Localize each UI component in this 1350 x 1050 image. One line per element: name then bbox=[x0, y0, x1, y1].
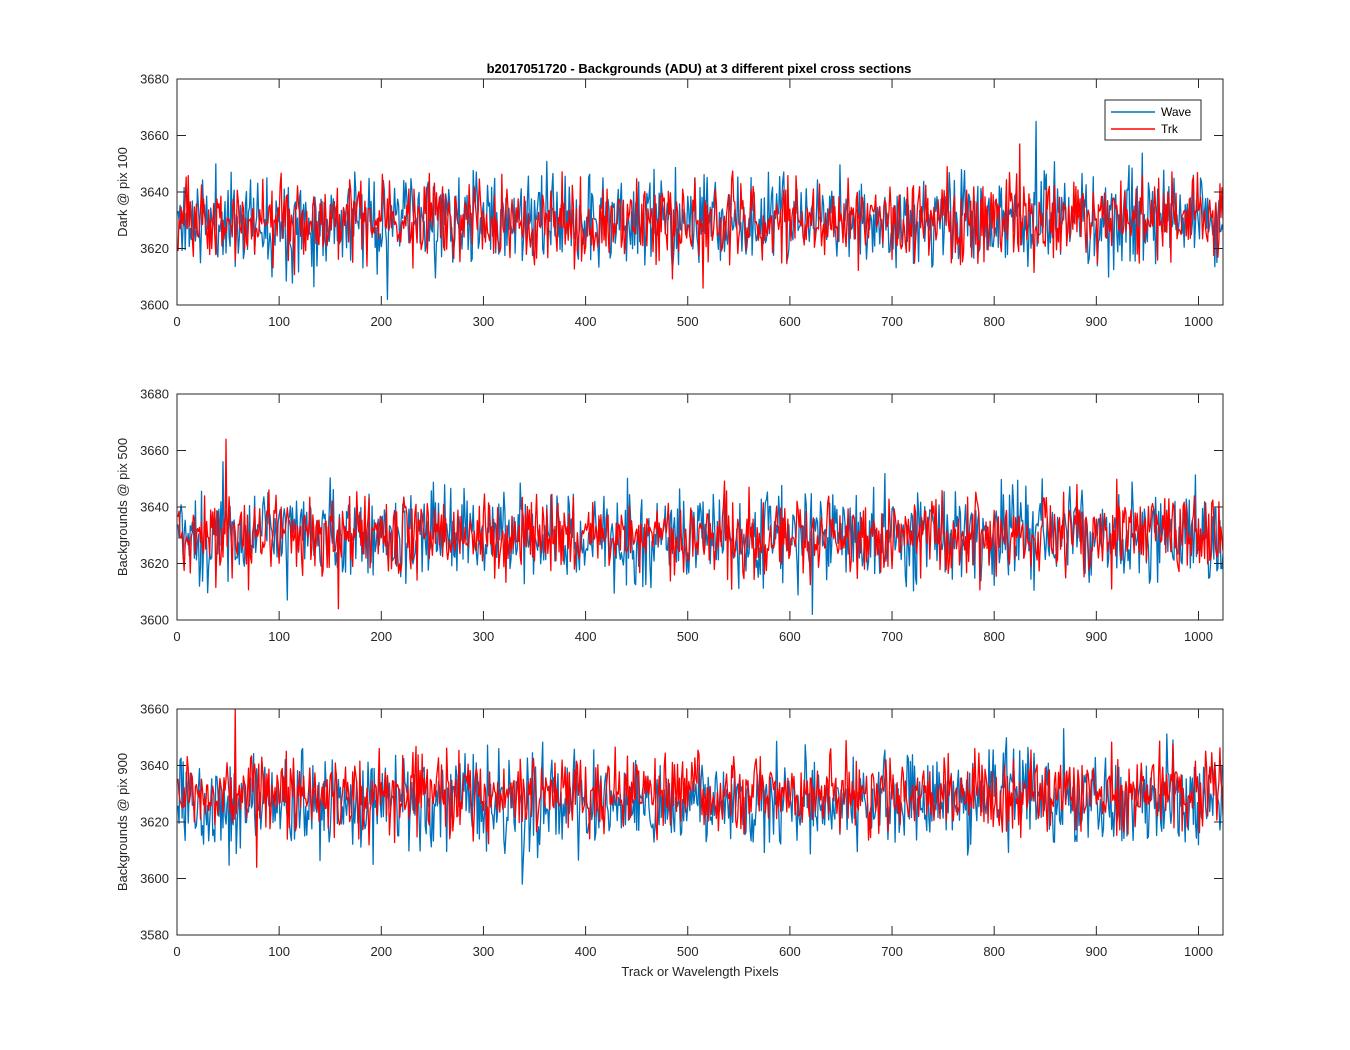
y-tick-label: 3620 bbox=[140, 815, 169, 830]
series-line-trk bbox=[177, 143, 1223, 289]
x-tick-label: 600 bbox=[779, 944, 801, 959]
series-line-trk bbox=[177, 438, 1223, 610]
x-tick-label: 100 bbox=[268, 629, 290, 644]
x-tick-label: 100 bbox=[268, 314, 290, 329]
y-tick-label: 3680 bbox=[140, 387, 169, 402]
legend-label-trk: Trk bbox=[1161, 122, 1179, 136]
x-tick-label: 900 bbox=[1085, 629, 1107, 644]
y-tick-label: 3640 bbox=[140, 185, 169, 200]
x-tick-label: 300 bbox=[473, 629, 495, 644]
x-tick-label: 400 bbox=[575, 944, 597, 959]
x-tick-label: 0 bbox=[173, 314, 180, 329]
subplot-dark-pix-100: 0 100 200 300 400 500 600 700 800 900 1000 3600 3620… bbox=[115, 72, 1224, 329]
x-tick-label: 800 bbox=[983, 629, 1005, 644]
x-tick-label: 1000 bbox=[1184, 314, 1213, 329]
y-tick-label: 3660 bbox=[140, 702, 169, 717]
y-tick-label: 3680 bbox=[140, 72, 169, 87]
x-tick-label: 1000 bbox=[1184, 629, 1213, 644]
y-axis-label: Backgrounds @ pix 500 bbox=[115, 438, 130, 576]
y-tick-label: 3640 bbox=[140, 758, 169, 773]
figure-title: b2017051720 - Backgrounds (ADU) at 3 dif… bbox=[487, 61, 912, 76]
x-tick-label: 500 bbox=[677, 314, 699, 329]
x-tick-label: 0 bbox=[173, 944, 180, 959]
x-tick-label: 700 bbox=[881, 314, 903, 329]
x-tick-label: 500 bbox=[677, 944, 699, 959]
series-line-wave bbox=[177, 728, 1223, 885]
x-axis-label: Track or Wavelength Pixels bbox=[621, 964, 779, 979]
x-tick-label: 100 bbox=[268, 944, 290, 959]
x-tick-label: 200 bbox=[370, 944, 392, 959]
y-axis-label: Backgrounds @ pix 900 bbox=[115, 753, 130, 891]
y-tick-label: 3640 bbox=[140, 500, 169, 515]
x-tick-label: 300 bbox=[473, 314, 495, 329]
x-tick-label: 600 bbox=[779, 629, 801, 644]
subplot-backgrounds-pix-900: 0 100 200 300 400 500 600 700 800 900 1000 3580 3600… bbox=[115, 702, 1224, 979]
legend: Wave Trk bbox=[1104, 99, 1202, 141]
x-tick-label: 900 bbox=[1085, 314, 1107, 329]
subplot-backgrounds-pix-500: 0 100 200 300 400 500 600 700 800 900 1000 3600 3620… bbox=[115, 387, 1224, 644]
y-tick-label: 3600 bbox=[140, 871, 169, 886]
x-tick-label: 400 bbox=[575, 629, 597, 644]
x-tick-label: 300 bbox=[473, 944, 495, 959]
x-tick-label: 200 bbox=[370, 629, 392, 644]
x-tick-label: 700 bbox=[881, 629, 903, 644]
x-tick-label: 0 bbox=[173, 629, 180, 644]
y-tick-label: 3620 bbox=[140, 241, 169, 256]
y-tick-label: 3600 bbox=[140, 298, 169, 313]
series-line-trk bbox=[177, 709, 1223, 868]
y-tick-label: 3660 bbox=[140, 128, 169, 143]
x-tick-label: 1000 bbox=[1184, 944, 1213, 959]
y-tick-label: 3600 bbox=[140, 613, 169, 628]
legend-box bbox=[1104, 99, 1202, 141]
x-tick-label: 800 bbox=[983, 944, 1005, 959]
y-tick-label: 3620 bbox=[140, 556, 169, 571]
x-tick-label: 400 bbox=[575, 314, 597, 329]
legend-label-wave: Wave bbox=[1161, 105, 1192, 119]
y-tick-label: 3660 bbox=[140, 443, 169, 458]
x-tick-label: 200 bbox=[370, 314, 392, 329]
x-tick-label: 700 bbox=[881, 944, 903, 959]
x-tick-label: 800 bbox=[983, 314, 1005, 329]
y-tick-label: 3580 bbox=[140, 928, 169, 943]
x-tick-label: 500 bbox=[677, 629, 699, 644]
x-tick-label: 900 bbox=[1085, 944, 1107, 959]
x-tick-label: 600 bbox=[779, 314, 801, 329]
y-axis-label: Dark @ pix 100 bbox=[115, 147, 130, 237]
